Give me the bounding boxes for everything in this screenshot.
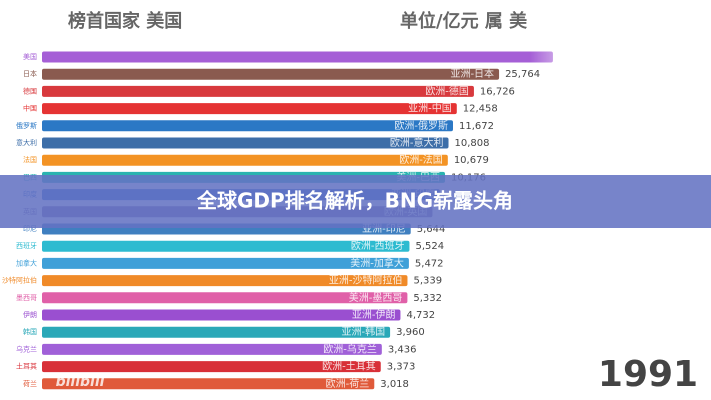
bar bbox=[42, 309, 401, 321]
value-label: 5,339 bbox=[413, 276, 442, 287]
bar bbox=[42, 257, 409, 269]
bar-label: 亚洲-中国 bbox=[408, 102, 452, 115]
category-label: 德国 bbox=[23, 86, 37, 95]
bar bbox=[42, 378, 375, 390]
bar bbox=[42, 361, 381, 373]
bar-label: 欧洲-西班牙 bbox=[351, 240, 405, 252]
bar-label: 亚洲-日本 bbox=[450, 67, 494, 80]
bar-label: 欧洲-荷兰 bbox=[326, 377, 370, 390]
bar bbox=[42, 68, 500, 80]
banner-text: 全球GDP排名解析，BNG崭露头角 bbox=[196, 189, 513, 213]
category-label: 乌克兰 bbox=[16, 344, 37, 353]
bar-label: 亚洲-沙特阿拉伯 bbox=[329, 274, 403, 287]
category-label: 伊朗 bbox=[23, 310, 37, 319]
category-label: 墨西哥 bbox=[16, 294, 37, 302]
category-label: 西班牙 bbox=[16, 241, 37, 250]
category-label: 加拿大 bbox=[16, 258, 37, 267]
value-label: 5,472 bbox=[415, 258, 444, 269]
category-label: 荷兰 bbox=[23, 379, 37, 388]
category-label: 美国 bbox=[23, 52, 37, 61]
bar bbox=[42, 137, 449, 149]
category-label: 沙特阿拉伯 bbox=[2, 276, 37, 285]
value-label: 10,808 bbox=[455, 138, 490, 149]
value-label: 5,644 bbox=[417, 224, 446, 235]
value-label: 5,332 bbox=[413, 293, 442, 304]
category-label: 日本 bbox=[23, 69, 37, 78]
category-label: 法国 bbox=[23, 155, 37, 164]
bar-label: 欧洲-乌克兰 bbox=[323, 342, 377, 355]
bar bbox=[42, 240, 410, 252]
chart-subtitle: 单位/亿元 属 美 bbox=[400, 10, 527, 32]
category-label: 印尼 bbox=[23, 225, 37, 233]
value-label: 11,672 bbox=[459, 121, 494, 132]
bar bbox=[42, 275, 408, 287]
value-label: 3,960 bbox=[396, 327, 425, 338]
bar bbox=[42, 120, 453, 132]
value-label: 16,726 bbox=[480, 86, 515, 97]
bar bbox=[42, 51, 553, 63]
bar bbox=[42, 154, 448, 166]
value-label: 3,373 bbox=[387, 362, 416, 373]
bar-label: 欧洲-俄罗斯 bbox=[394, 119, 448, 132]
value-label: 5,524 bbox=[415, 241, 444, 252]
bar-label: 亚洲-伊朗 bbox=[352, 309, 396, 321]
value-label: 12,458 bbox=[463, 104, 498, 115]
bar bbox=[42, 103, 457, 115]
value-label: 3,436 bbox=[388, 344, 417, 355]
banner-bg bbox=[0, 175, 711, 228]
bar-label: 美洲-墨西哥 bbox=[349, 291, 403, 304]
bar bbox=[42, 326, 391, 338]
bar-label: 欧洲-土耳其 bbox=[322, 360, 376, 373]
value-label: 4,732 bbox=[406, 310, 435, 321]
fade bbox=[530, 40, 590, 70]
bar-label: 欧洲-德国 bbox=[425, 84, 469, 97]
chart-title: 榜首国家 美国 bbox=[68, 10, 182, 32]
category-label: 中国 bbox=[23, 104, 37, 113]
bar-label: 美洲-加拿大 bbox=[350, 256, 404, 269]
bar bbox=[42, 292, 408, 304]
value-label: 10,679 bbox=[454, 155, 489, 166]
value-label: 3,018 bbox=[380, 379, 409, 390]
bar-label: 欧洲-法国 bbox=[399, 153, 443, 166]
value-label: 25,764 bbox=[505, 69, 540, 80]
category-label: 俄罗斯 bbox=[16, 121, 37, 130]
watermark: bilibili bbox=[56, 374, 105, 390]
bar-label: 亚洲-韩国 bbox=[341, 325, 385, 338]
category-label: 韩国 bbox=[23, 327, 37, 336]
category-label: 土耳其 bbox=[16, 362, 37, 371]
category-label: 意大利 bbox=[16, 138, 37, 147]
year: 1991 bbox=[598, 354, 698, 395]
bar-label: 欧洲-意大利 bbox=[390, 136, 444, 149]
bar bbox=[42, 343, 382, 355]
bar bbox=[42, 85, 474, 97]
